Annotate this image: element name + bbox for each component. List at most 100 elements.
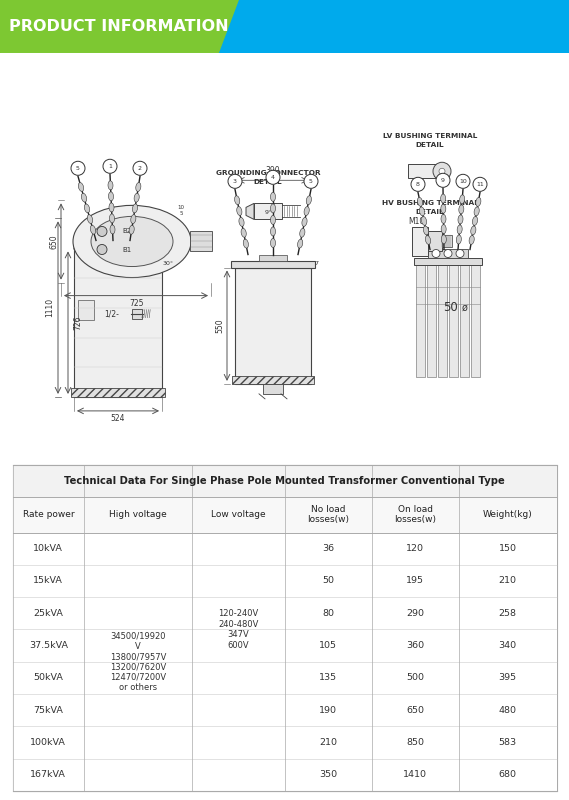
Text: 524: 524 (111, 414, 125, 423)
Ellipse shape (129, 226, 134, 234)
Text: 650: 650 (50, 234, 59, 249)
Text: 1/2-: 1/2- (105, 309, 119, 318)
Text: 75kVA: 75kVA (34, 706, 63, 714)
Ellipse shape (234, 196, 240, 205)
Ellipse shape (79, 182, 84, 191)
Text: 7: 7 (314, 261, 318, 266)
Text: LV BUSHING TERMINAL: LV BUSHING TERMINAL (383, 134, 477, 139)
Ellipse shape (298, 239, 303, 248)
Text: 395: 395 (498, 674, 517, 682)
Bar (13, 597, 556, 630)
Ellipse shape (74, 239, 162, 258)
Bar (471, 265, 480, 377)
Ellipse shape (91, 217, 173, 266)
Bar (442, 235, 452, 247)
Text: B1: B1 (122, 247, 131, 254)
Text: 15kVA: 15kVA (34, 577, 63, 586)
Bar (231, 261, 315, 267)
Ellipse shape (136, 182, 141, 191)
Text: M10: M10 (408, 217, 424, 226)
Text: 50: 50 (444, 301, 459, 314)
Text: 725: 725 (130, 299, 145, 308)
Ellipse shape (270, 227, 275, 236)
Text: 10: 10 (459, 179, 467, 184)
Ellipse shape (442, 234, 446, 244)
Ellipse shape (270, 204, 275, 213)
Ellipse shape (472, 217, 477, 226)
Text: 36: 36 (322, 544, 335, 553)
Text: 583: 583 (498, 738, 517, 747)
Ellipse shape (109, 214, 114, 223)
Ellipse shape (441, 225, 446, 234)
Circle shape (444, 250, 452, 258)
Text: 258: 258 (498, 609, 517, 618)
Ellipse shape (419, 207, 424, 216)
Text: 135: 135 (319, 674, 337, 682)
Ellipse shape (306, 196, 311, 205)
Bar (13, 758, 556, 791)
Text: B2: B2 (122, 229, 131, 234)
Bar (414, 258, 482, 265)
Bar (259, 254, 287, 261)
Bar (460, 265, 469, 377)
Text: On load
losses(w): On load losses(w) (394, 505, 436, 524)
Ellipse shape (270, 192, 275, 202)
Text: 210: 210 (498, 577, 517, 586)
Text: 34500/19920
V
13800/7957V
13200/7620V
12470/7200V
or others: 34500/19920 V 13800/7957V 13200/7620V 12… (110, 631, 166, 692)
Ellipse shape (302, 218, 307, 226)
Circle shape (439, 168, 445, 174)
FancyBboxPatch shape (190, 231, 212, 251)
Ellipse shape (469, 235, 474, 245)
Text: 360: 360 (406, 641, 424, 650)
Ellipse shape (418, 198, 423, 206)
Bar (132, 309, 142, 318)
Ellipse shape (131, 214, 136, 223)
Text: 480: 480 (498, 706, 517, 714)
Ellipse shape (108, 181, 113, 190)
Text: 120: 120 (406, 544, 424, 553)
Ellipse shape (133, 204, 138, 213)
Text: 5: 5 (76, 166, 80, 170)
Ellipse shape (441, 214, 446, 223)
Text: 3: 3 (233, 179, 237, 184)
Bar (13, 726, 556, 758)
Bar (13, 465, 556, 497)
Text: 8: 8 (416, 182, 420, 187)
Ellipse shape (300, 228, 305, 238)
Ellipse shape (422, 217, 427, 226)
Text: 10kVA: 10kVA (34, 544, 63, 553)
Text: 11: 11 (476, 182, 484, 187)
Text: GROUNDING CONNECTOR: GROUNDING CONNECTOR (216, 170, 320, 176)
Text: 9: 9 (441, 178, 445, 183)
Circle shape (133, 162, 147, 175)
Bar (449, 265, 458, 377)
Ellipse shape (476, 198, 481, 206)
Circle shape (304, 174, 318, 188)
Text: 680: 680 (498, 770, 517, 779)
Ellipse shape (459, 205, 464, 214)
Ellipse shape (81, 194, 86, 202)
Text: Technical Data For Single Phase Pole Mounted Transformer Conventional Type: Technical Data For Single Phase Pole Mou… (64, 476, 505, 486)
Text: 190: 190 (319, 706, 337, 714)
Circle shape (266, 170, 280, 184)
Text: 1410: 1410 (403, 770, 427, 779)
Ellipse shape (243, 239, 249, 248)
Text: 650: 650 (406, 706, 424, 714)
Text: 850: 850 (406, 738, 424, 747)
Bar (13, 533, 556, 565)
Text: DETAIL: DETAIL (416, 142, 444, 148)
Wedge shape (85, 213, 151, 246)
Text: 1: 1 (108, 164, 112, 169)
Bar (254, 203, 282, 219)
Circle shape (433, 162, 451, 180)
Text: 80: 80 (322, 609, 334, 618)
Bar (438, 265, 447, 377)
Ellipse shape (270, 238, 275, 247)
Circle shape (473, 178, 487, 191)
Polygon shape (246, 203, 254, 219)
Bar (416, 265, 425, 377)
Text: 5: 5 (309, 179, 313, 184)
Bar (263, 384, 283, 394)
Ellipse shape (304, 206, 310, 215)
Circle shape (436, 174, 450, 187)
